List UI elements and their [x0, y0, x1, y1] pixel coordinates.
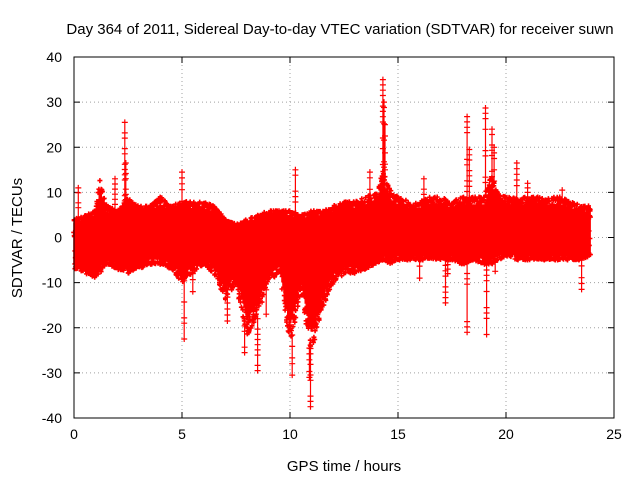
- spike-path: [578, 257, 585, 293]
- y-tick-label: -20: [42, 320, 62, 336]
- spike-marker: [366, 169, 373, 199]
- spike-path: [179, 169, 185, 205]
- spike-marker: [122, 160, 129, 203]
- spike-marker: [121, 119, 128, 204]
- y-tick-label: -30: [42, 365, 62, 381]
- spike-marker: [578, 257, 585, 293]
- x-tick-label: 20: [498, 426, 514, 442]
- spike-marker: [189, 270, 196, 295]
- spike-path: [492, 259, 499, 275]
- spike-path: [224, 294, 231, 324]
- spike-marker: [513, 160, 520, 197]
- spike-path: [524, 180, 531, 200]
- spike-marker: [464, 259, 471, 336]
- spike-marker: [224, 294, 231, 324]
- spike-path: [122, 160, 129, 203]
- spike-path: [464, 259, 471, 336]
- spike-path: [241, 322, 248, 356]
- spike-path: [254, 315, 261, 374]
- spike-path: [416, 257, 423, 282]
- spike-path: [381, 99, 387, 173]
- spike-path: [181, 277, 188, 342]
- spike-marker: [254, 315, 261, 374]
- plot-frame: [73, 56, 615, 419]
- y-tick-label: 40: [46, 49, 62, 65]
- spike-marker: [382, 121, 388, 176]
- x-tick-label: 15: [390, 426, 406, 442]
- spike-marker: [482, 105, 489, 194]
- spike-marker: [181, 277, 188, 342]
- spike-path: [444, 260, 451, 277]
- spike-path: [306, 342, 313, 381]
- chart-title: Day 364 of 2011, Sidereal Day-to-day VTE…: [66, 21, 613, 38]
- spike-path: [112, 175, 118, 213]
- spike-marker: [306, 342, 313, 381]
- spike-marker: [289, 332, 296, 379]
- y-tick-label: 30: [46, 94, 62, 110]
- spike-marker: [263, 286, 270, 318]
- spike-marker: [292, 166, 299, 216]
- spike-marker: [483, 264, 490, 338]
- spike-path: [382, 121, 388, 176]
- spike-path: [442, 257, 449, 306]
- y-tick-label: 10: [46, 184, 62, 200]
- y-tick-label: 0: [54, 230, 62, 246]
- x-tick-label: 10: [282, 426, 298, 442]
- spike-marker: [492, 259, 499, 275]
- spike-path: [559, 187, 566, 198]
- y-tick-label: -40: [42, 410, 62, 426]
- y-axis-title: SDTVAR / TECUs: [9, 178, 26, 298]
- spike-path: [292, 166, 299, 216]
- x-tick-label: 5: [178, 426, 186, 442]
- spike-path: [491, 144, 498, 185]
- spike-path: [75, 184, 82, 218]
- spike-path: [513, 160, 520, 197]
- spike-path: [366, 169, 373, 199]
- spike-marker: [420, 175, 427, 203]
- spike-marker: [491, 144, 498, 185]
- y-tick-label: 20: [46, 139, 62, 155]
- x-axis-title: GPS time / hours: [287, 458, 401, 475]
- spike-marker: [444, 260, 451, 277]
- data-layer: [71, 76, 593, 410]
- spike-marker: [241, 322, 248, 356]
- y-tick-label: -10: [42, 275, 62, 291]
- x-tick-label: 25: [606, 426, 622, 442]
- x-tick-label: 0: [70, 426, 78, 442]
- spike-marker: [381, 99, 387, 173]
- spike-path: [289, 332, 296, 379]
- spike-marker: [112, 175, 118, 213]
- spike-marker: [75, 184, 82, 218]
- spike-path: [121, 119, 128, 204]
- spike-path: [482, 105, 489, 194]
- spike-marker: [179, 169, 185, 205]
- spike-marker: [559, 187, 566, 198]
- spike-marker: [466, 146, 473, 197]
- spike-path: [189, 270, 196, 295]
- spike-marker: [416, 257, 423, 282]
- spike-marker: [524, 180, 531, 200]
- spike-marker: [442, 257, 449, 306]
- spike-path: [263, 286, 270, 318]
- spike-path: [466, 146, 473, 197]
- spike-path: [420, 175, 427, 203]
- spike-path: [483, 264, 490, 338]
